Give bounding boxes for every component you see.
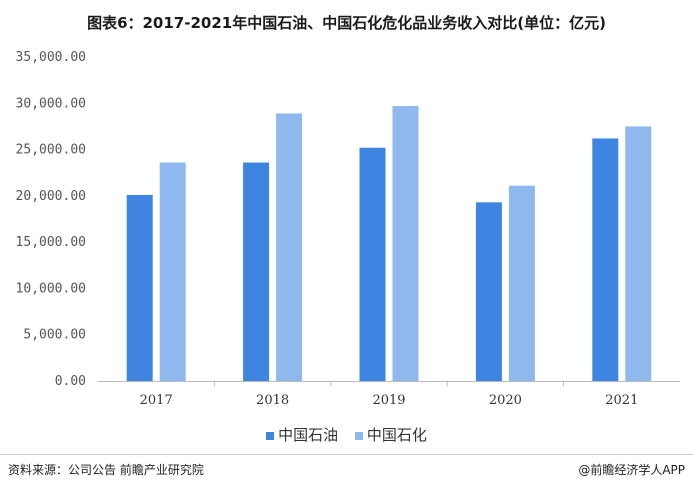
y-tick-label: 10,000.00 — [16, 281, 86, 296]
legend-swatch-series2 — [354, 431, 363, 440]
x-tick-label: 2019 — [372, 393, 405, 408]
y-tick-label: 0.00 — [55, 374, 86, 389]
bar-chart: 0.00 5,000.00 10,000.00 15,000.00 20,000.00 2… — [16, 50, 680, 408]
legend-item-series2: 中国石化 — [354, 424, 427, 445]
x-tick-label: 2018 — [256, 393, 289, 408]
bar-series2-2020 — [508, 185, 535, 381]
bar-series2-2019 — [392, 106, 419, 381]
y-tick-label: 30,000.00 — [16, 96, 86, 111]
bar-series1-2019 — [359, 147, 386, 381]
y-tick-label: 15,000.00 — [16, 235, 86, 250]
bar-series2-2021 — [625, 126, 652, 381]
chart-title: 图表6：2017-2021年中国石油、中国石化危化品业务收入对比(单位：亿元) — [87, 14, 606, 32]
y-tick-label: 20,000.00 — [16, 189, 86, 204]
legend-label-series1: 中国石油 — [278, 426, 339, 444]
bar-series1-2020 — [475, 202, 502, 381]
x-tick-label: 2021 — [605, 393, 638, 408]
bar-series1-2017 — [126, 194, 153, 381]
legend-item-series1: 中国石油 — [266, 424, 338, 445]
brand-credit: @前瞻经济学人APP — [578, 463, 685, 477]
bar-series2-2018 — [276, 113, 303, 382]
bar-series1-2018 — [243, 162, 270, 381]
y-tick-label: 35,000.00 — [16, 50, 86, 65]
y-tick-label: 25,000.00 — [16, 143, 86, 158]
x-tick-label: 2020 — [489, 393, 522, 408]
legend-swatch-series1 — [266, 431, 275, 440]
bar-series2-2017 — [159, 162, 186, 381]
source-note: 资料来源：公司公告 前瞻产业研究院 — [8, 463, 204, 477]
bar-series1-2021 — [592, 138, 619, 381]
x-tick-label: 2017 — [140, 393, 173, 408]
chart-legend: 中国石油 中国石化 — [0, 424, 693, 445]
legend-label-series2: 中国石化 — [366, 426, 427, 444]
footer-divider — [0, 454, 693, 455]
y-tick-label: 5,000.00 — [23, 328, 86, 343]
